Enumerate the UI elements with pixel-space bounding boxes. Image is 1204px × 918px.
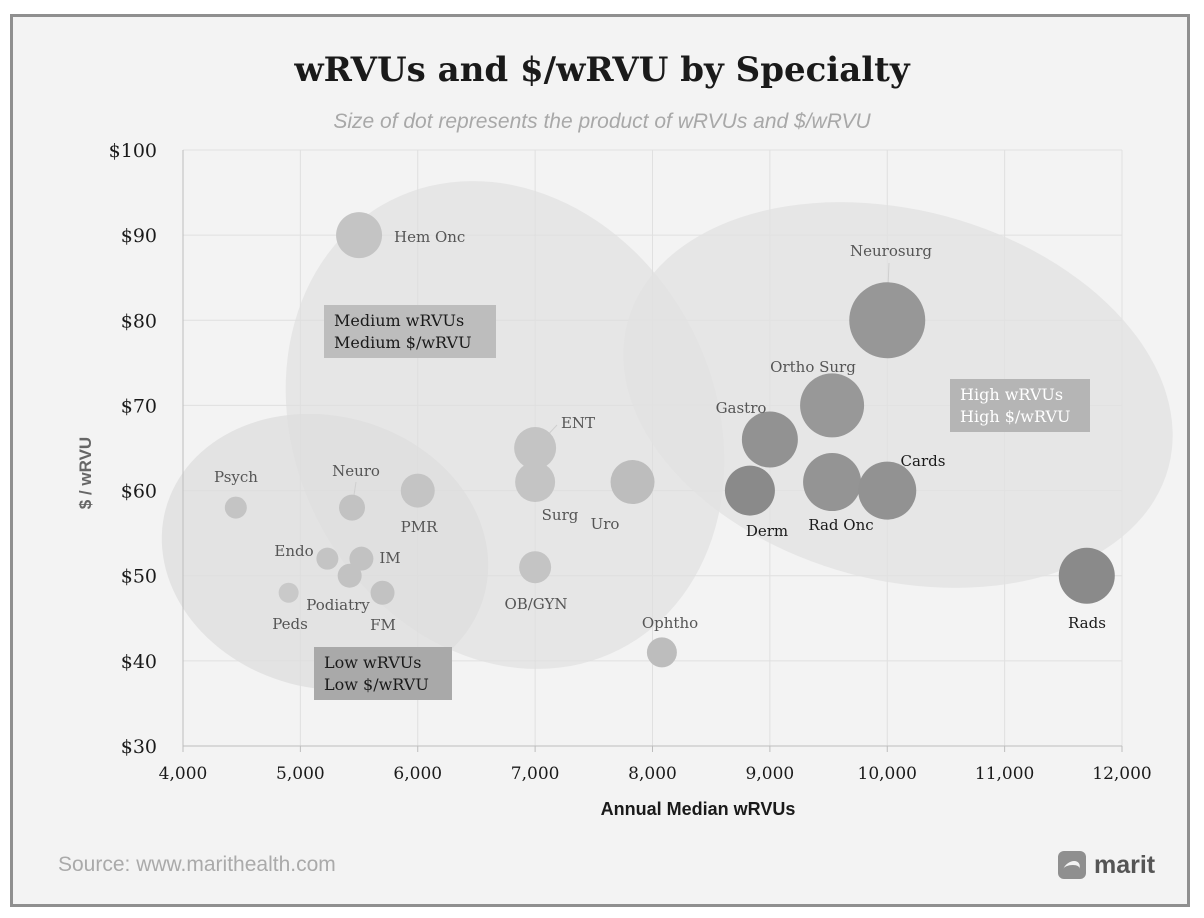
x-tick-label: 5,000 <box>276 764 325 784</box>
label-neurosurg: Neurosurg <box>850 242 932 260</box>
label-ob-gyn: OB/GYN <box>504 595 567 613</box>
label-peds: Peds <box>272 615 308 633</box>
point-peds <box>278 582 299 603</box>
region-label-text: Low $/wRVU <box>324 675 429 694</box>
region-label-text: Medium wRVUs <box>334 311 464 330</box>
y-tick-label: $60 <box>121 481 157 503</box>
y-tick-label: $100 <box>109 140 157 162</box>
label-uro: Uro <box>591 515 620 533</box>
label-ophtho: Ophtho <box>642 614 698 632</box>
region-label-box <box>324 305 496 358</box>
point-endo <box>316 547 339 570</box>
x-tick-label: 7,000 <box>511 764 560 784</box>
label-derm: Derm <box>746 522 788 540</box>
label-ent: ENT <box>561 414 595 432</box>
point-derm <box>724 465 775 516</box>
brand-logo: marit <box>1058 848 1155 882</box>
label-endo: Endo <box>274 542 313 560</box>
region-label-box <box>314 647 452 700</box>
y-tick-label: $30 <box>121 736 157 758</box>
y-tick-label: $50 <box>121 566 157 588</box>
x-tick-label: 6,000 <box>393 764 442 784</box>
x-axis-title: Annual Median wRVUs <box>601 799 796 819</box>
marit-logo-icon <box>1058 851 1086 879</box>
region-label-text: High wRVUs <box>960 385 1063 404</box>
point-neuro <box>339 494 366 521</box>
point-psych <box>224 496 247 519</box>
label-fm: FM <box>370 616 396 634</box>
point-rads <box>1058 547 1115 604</box>
point-surg <box>515 462 556 503</box>
leader-line <box>353 481 357 496</box>
point-fm <box>370 580 395 605</box>
point-podiatry <box>337 563 362 588</box>
point-uro <box>610 460 655 505</box>
point-pmr <box>400 473 435 508</box>
point-hem-onc <box>336 212 383 259</box>
point-labels: Psych Peds Endo Podiatry IM Neuro FM Hem Onc PMR… <box>214 228 1106 634</box>
y-tick-label: $80 <box>121 310 157 332</box>
x-tick-label: 9,000 <box>746 764 795 784</box>
y-tick-label: $70 <box>121 395 157 417</box>
region-ellipse <box>285 181 725 669</box>
region-label-text: Medium $/wRVU <box>334 333 472 352</box>
region-label-text: High $/wRVU <box>960 407 1070 426</box>
axes: $30 $40 $50 $60 $70 $80 $90 $100 4,000 5,000 6,000… <box>109 140 1152 784</box>
y-tick-label: $90 <box>121 225 157 247</box>
label-ortho-surg: Ortho Surg <box>770 358 856 376</box>
y-axis-title: $ / wRVU <box>76 437 95 509</box>
x-tick-label: 10,000 <box>858 764 917 784</box>
label-surg: Surg <box>542 506 579 524</box>
label-podiatry: Podiatry <box>306 596 370 614</box>
point-ent <box>514 427 557 469</box>
point-cards <box>858 461 917 520</box>
point-ob-gyn <box>519 551 552 584</box>
point-ortho-surg <box>800 373 865 438</box>
data-points <box>224 212 1115 668</box>
label-pmr: PMR <box>401 518 438 536</box>
x-tick-label: 12,000 <box>1092 764 1151 784</box>
label-hem-onc: Hem Onc <box>394 228 465 246</box>
label-gastro: Gastro <box>716 399 767 417</box>
point-ophtho <box>646 637 677 668</box>
region-label-box <box>950 379 1090 432</box>
point-neurosurg <box>849 282 926 359</box>
x-tick-label: 8,000 <box>628 764 677 784</box>
label-neuro: Neuro <box>332 462 380 480</box>
point-gastro <box>741 411 798 468</box>
label-cards: Cards <box>901 452 946 470</box>
point-rad-onc <box>803 453 862 512</box>
chart-title: wRVUs and $/wRVU by Specialty <box>294 50 910 90</box>
x-tick-label: 4,000 <box>159 764 208 784</box>
y-tick-label: $40 <box>121 651 157 673</box>
label-im: IM <box>379 549 400 567</box>
label-rads: Rads <box>1068 614 1106 632</box>
region-labels: Low wRVUs Low $/wRVU Medium wRVUs Medium $/… <box>314 305 1090 700</box>
source-note: Source: www.marithealth.com <box>58 853 336 876</box>
chart-subtitle: Size of dot represents the product of wR… <box>333 110 871 133</box>
label-rad-onc: Rad Onc <box>808 516 873 534</box>
region-label-text: Low wRVUs <box>324 653 421 672</box>
x-tick-label: 11,000 <box>975 764 1034 784</box>
point-im <box>349 546 374 571</box>
label-psych: Psych <box>214 468 258 486</box>
brand-name: marit <box>1094 850 1156 879</box>
